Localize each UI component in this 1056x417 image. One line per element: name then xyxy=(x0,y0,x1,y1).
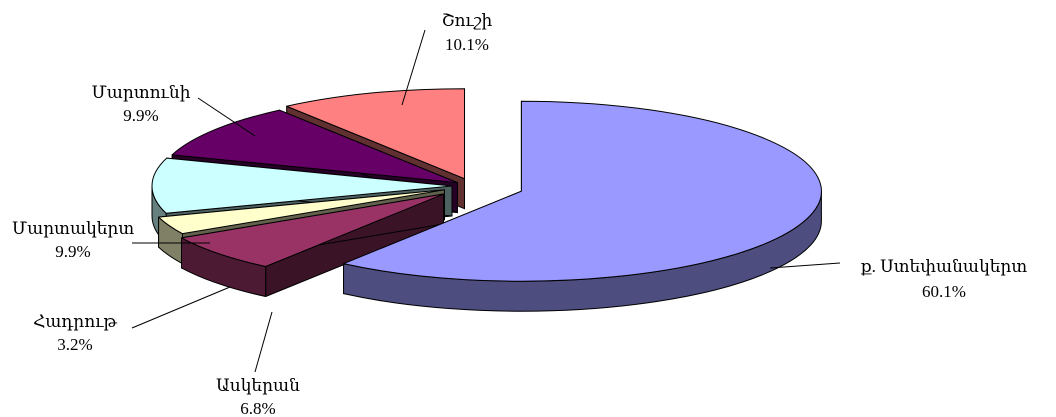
label-value-martuni: 9.9% xyxy=(123,106,158,125)
leader-line-martuni xyxy=(197,97,256,137)
label-name-martakert: Մարտակերտ xyxy=(12,219,135,238)
leader-line-shushi xyxy=(401,29,426,106)
leader-line-hadrut xyxy=(131,286,231,329)
label-name-askeran: Ասկերան xyxy=(216,376,300,395)
slice-tops xyxy=(151,88,822,282)
label-value-hadrut: 3.2% xyxy=(57,335,92,354)
slice-hadrut xyxy=(158,189,445,235)
label-name-hadrut: Հադրութ xyxy=(33,312,117,331)
leader-line-stepanakert xyxy=(769,262,841,269)
slice-stepanakert xyxy=(343,100,822,282)
leader-line-askeran xyxy=(254,311,273,373)
label-name-martuni: Մարտունի xyxy=(92,83,191,102)
label-name-shushi: Շուշի xyxy=(442,11,493,30)
slice-martakert xyxy=(151,157,453,214)
label-name-stepanakert: ք. Ստեփանակերտ xyxy=(861,257,1028,276)
slice-shushi xyxy=(286,88,466,180)
slice-askeran xyxy=(181,193,444,268)
label-value-martakert: 9.9% xyxy=(55,242,90,261)
leader-lines xyxy=(131,29,841,373)
label-value-stepanakert: 60.1% xyxy=(922,282,966,301)
label-value-shushi: 10.1% xyxy=(445,35,489,54)
label-value-askeran: 6.8% xyxy=(240,399,275,417)
